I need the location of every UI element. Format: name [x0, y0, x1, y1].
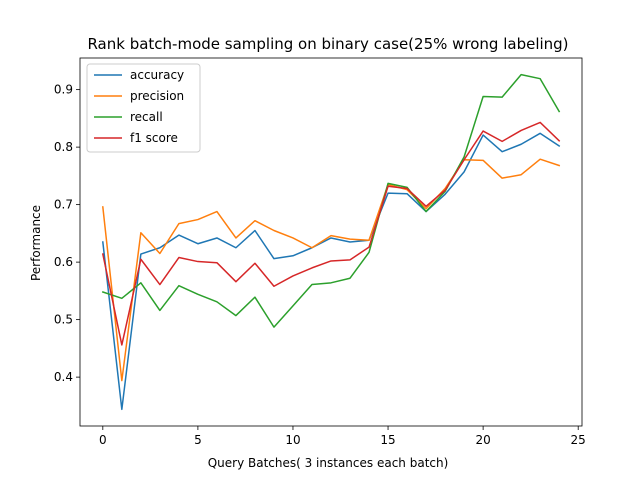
- series-line-recall: [101, 73, 561, 328]
- x-tick-label: 5: [194, 433, 202, 447]
- x-axis-label: Query Batches( 3 instances each batch): [208, 456, 449, 470]
- series-lines: [101, 73, 561, 411]
- x-tick-label: 15: [380, 433, 395, 447]
- x-tick-label: 10: [285, 433, 300, 447]
- y-tick-label: 0.5: [54, 313, 73, 327]
- y-tick-label: 0.6: [54, 255, 73, 269]
- legend-label: recall: [130, 110, 163, 124]
- chart-title: Rank batch-mode sampling on binary case(…: [87, 35, 568, 53]
- series-line-accuracy: [101, 132, 561, 411]
- y-tick-label: 0.7: [54, 198, 73, 212]
- series-line-precision: [101, 158, 561, 382]
- y-axis: 0.4 0.5 0.6 0.7 0.8 0.9: [54, 83, 80, 384]
- legend-label: accuracy: [130, 68, 184, 82]
- x-tick-label: 25: [571, 433, 586, 447]
- legend-label: precision: [130, 89, 184, 103]
- series-line-f1-score: [101, 121, 561, 346]
- y-axis-label: Performance: [29, 205, 43, 281]
- axes-frame: [79, 57, 583, 427]
- x-tick-label: 0: [99, 433, 107, 447]
- legend: accuracy precision recall f1 score: [86, 63, 201, 153]
- y-tick-label: 0.8: [54, 140, 73, 154]
- legend-label: f1 score: [130, 131, 178, 145]
- plot-area: 0 5 10 15 20 25 0.4 0.5 0.6 0.7 0.8 0.9: [54, 57, 586, 447]
- y-tick-label: 0.4: [54, 370, 73, 384]
- legend-box: [86, 63, 201, 153]
- x-axis: 0 5 10 15 20 25: [99, 426, 586, 447]
- x-tick-label: 20: [475, 433, 490, 447]
- y-tick-label: 0.9: [54, 83, 73, 97]
